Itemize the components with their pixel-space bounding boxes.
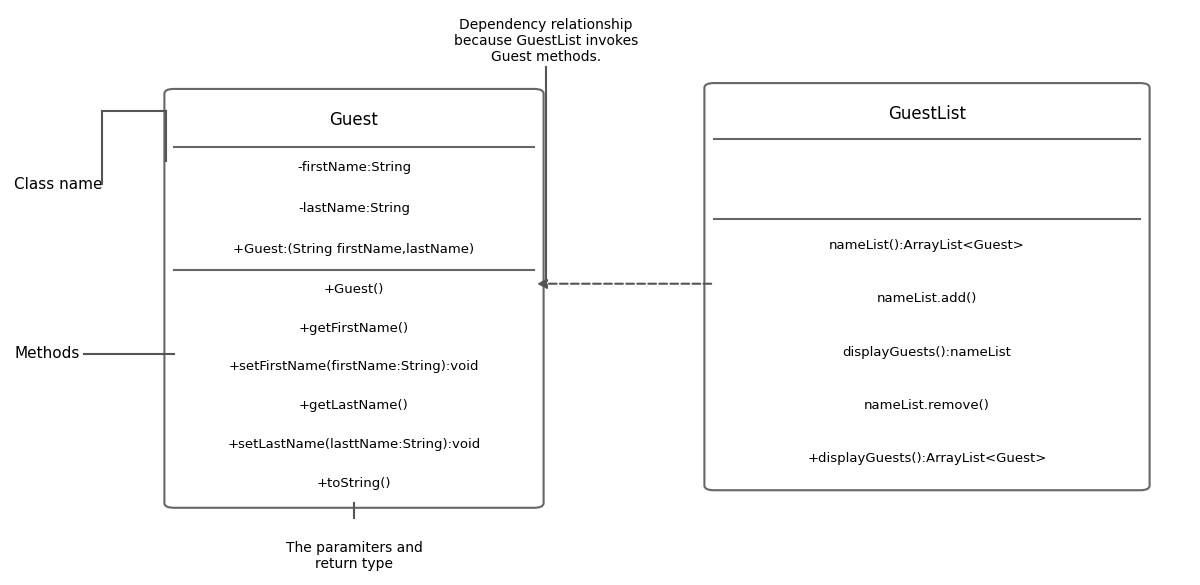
Text: displayGuests():nameList: displayGuests():nameList	[842, 346, 1012, 359]
Text: +setFirstName(firstName:String):void: +setFirstName(firstName:String):void	[229, 360, 479, 373]
FancyBboxPatch shape	[164, 89, 544, 508]
Text: Class name: Class name	[14, 177, 103, 192]
Text: Dependency relationship
because GuestList invokes
Guest methods.: Dependency relationship because GuestLis…	[454, 18, 638, 64]
Text: +getFirstName(): +getFirstName()	[299, 322, 409, 335]
Text: +displayGuests():ArrayList<Guest>: +displayGuests():ArrayList<Guest>	[808, 452, 1046, 466]
Text: GuestList: GuestList	[888, 105, 966, 123]
Text: +setLastName(lasttName:String):void: +setLastName(lasttName:String):void	[227, 438, 481, 451]
Text: nameList():ArrayList<Guest>: nameList():ArrayList<Guest>	[829, 239, 1025, 252]
Text: -firstName:String: -firstName:String	[296, 161, 412, 174]
Text: Methods: Methods	[14, 346, 79, 362]
FancyBboxPatch shape	[704, 83, 1150, 490]
Text: +Guest:(String firstName,lastName): +Guest:(String firstName,lastName)	[234, 243, 474, 256]
Text: The paramiters and
return type: The paramiters and return type	[286, 541, 422, 572]
Text: nameList.add(): nameList.add()	[877, 292, 977, 305]
Text: nameList.remove(): nameList.remove()	[864, 399, 990, 412]
Text: Guest: Guest	[330, 111, 378, 129]
Text: +Guest(): +Guest()	[324, 283, 384, 295]
Text: +toString(): +toString()	[317, 477, 391, 490]
Text: -lastName:String: -lastName:String	[298, 202, 410, 215]
Text: +getLastName(): +getLastName()	[299, 400, 409, 412]
